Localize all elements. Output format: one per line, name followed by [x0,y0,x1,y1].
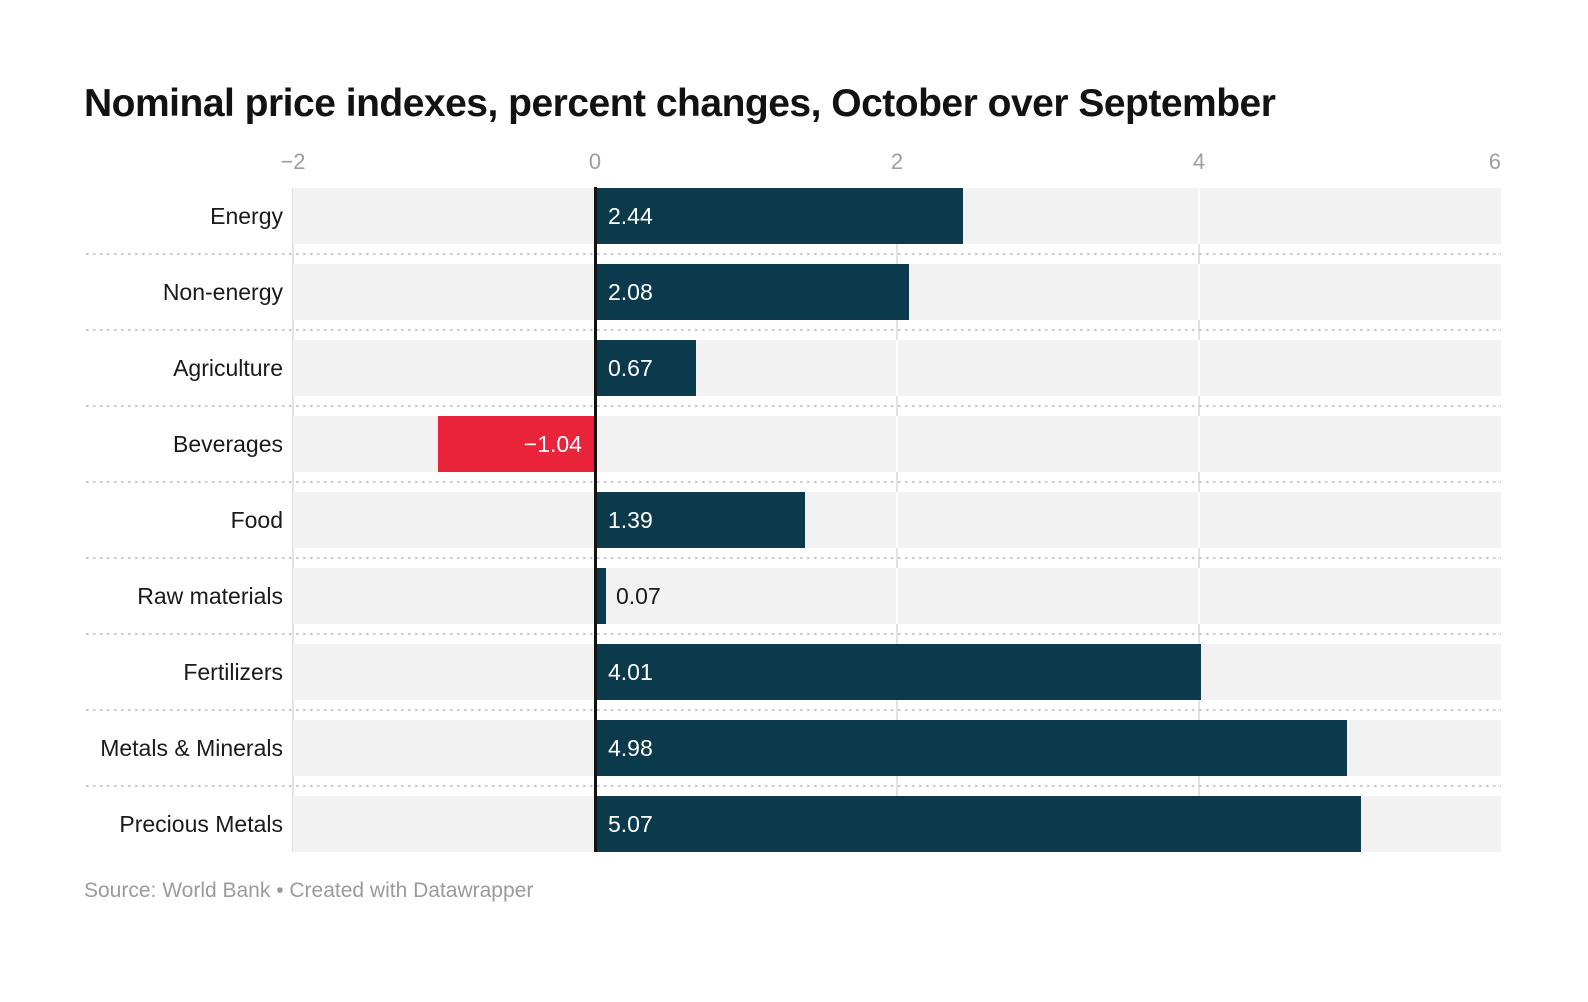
bar-fertilizers [595,644,1201,700]
row-separator [86,253,1501,255]
zero-baseline [594,187,597,852]
row-band-non-energy: 2.08 [293,264,1501,320]
value-label-energy: 2.44 [608,203,653,229]
bar-beverages [438,416,595,472]
category-label-beverages: Beverages [173,431,283,457]
value-label-metals-minerals: 4.98 [608,735,653,761]
category-label-agriculture: Agriculture [173,355,283,381]
value-label-precious-metals: 5.07 [608,811,653,837]
x-tick-4: 4 [1192,149,1206,174]
row-band-agriculture: 0.67 [293,340,1501,396]
bar-food [595,492,805,548]
category-label-metals-minerals: Metals & Minerals [100,735,283,761]
bar-non-energy [595,264,909,320]
row-separator [86,709,1501,711]
bar-precious-metals [595,796,1361,852]
category-label-food: Food [230,507,283,533]
row-separator [86,405,1501,407]
band-gridline-4 [1198,188,1200,244]
band-gridline-4 [1198,340,1200,396]
row-band-metals-minerals: 4.98 [293,720,1501,776]
row-separator [86,329,1501,331]
row-band-energy: 2.44 [293,188,1501,244]
row-band-precious-metals: 5.07 [293,796,1501,852]
row-band-raw-materials: 0.07 [293,568,1501,624]
bar-raw-materials [595,568,606,624]
bar-agriculture [595,340,696,396]
band-gridline-4 [1198,264,1200,320]
value-label-agriculture: 0.67 [608,355,653,381]
bar-energy [595,188,963,244]
band-gridline-2 [896,340,898,396]
band-gridline-2 [896,568,898,624]
row-band-fertilizers: 4.01 [293,644,1501,700]
category-label-precious-metals: Precious Metals [119,811,283,837]
value-label-beverages: −1.04 [523,431,582,457]
value-label-non-energy: 2.08 [608,279,653,305]
category-label-energy: Energy [210,203,283,229]
band-gridline-4 [1198,492,1200,548]
row-separator [86,785,1501,787]
category-label-fertilizers: Fertilizers [183,659,283,685]
row-separator [86,481,1501,483]
band-gridline-4 [1198,416,1200,472]
x-tick-6: 6 [1488,149,1501,174]
x-tick-minus-2: −2 [280,149,306,174]
row-band-beverages: −1.04 [293,416,1501,472]
row-separator [86,557,1501,559]
source-caption: Source: World Bank • Created with Datawr… [84,879,534,902]
value-label-food: 1.39 [608,507,653,533]
row-band-food: 1.39 [293,492,1501,548]
band-gridline-2 [896,492,898,548]
band-gridline-4 [1198,568,1200,624]
band-gridline-2 [896,416,898,472]
category-label-raw-materials: Raw materials [137,583,283,609]
row-separator [86,633,1501,635]
value-label-fertilizers: 4.01 [608,659,653,685]
value-label-raw-materials: 0.07 [616,583,661,609]
x-tick-2: 2 [890,149,904,174]
x-tick-0: 0 [588,149,602,174]
bar-metals-minerals [595,720,1347,776]
chart-title: Nominal price indexes, percent changes, … [84,82,1276,125]
category-label-non-energy: Non-energy [162,279,283,305]
